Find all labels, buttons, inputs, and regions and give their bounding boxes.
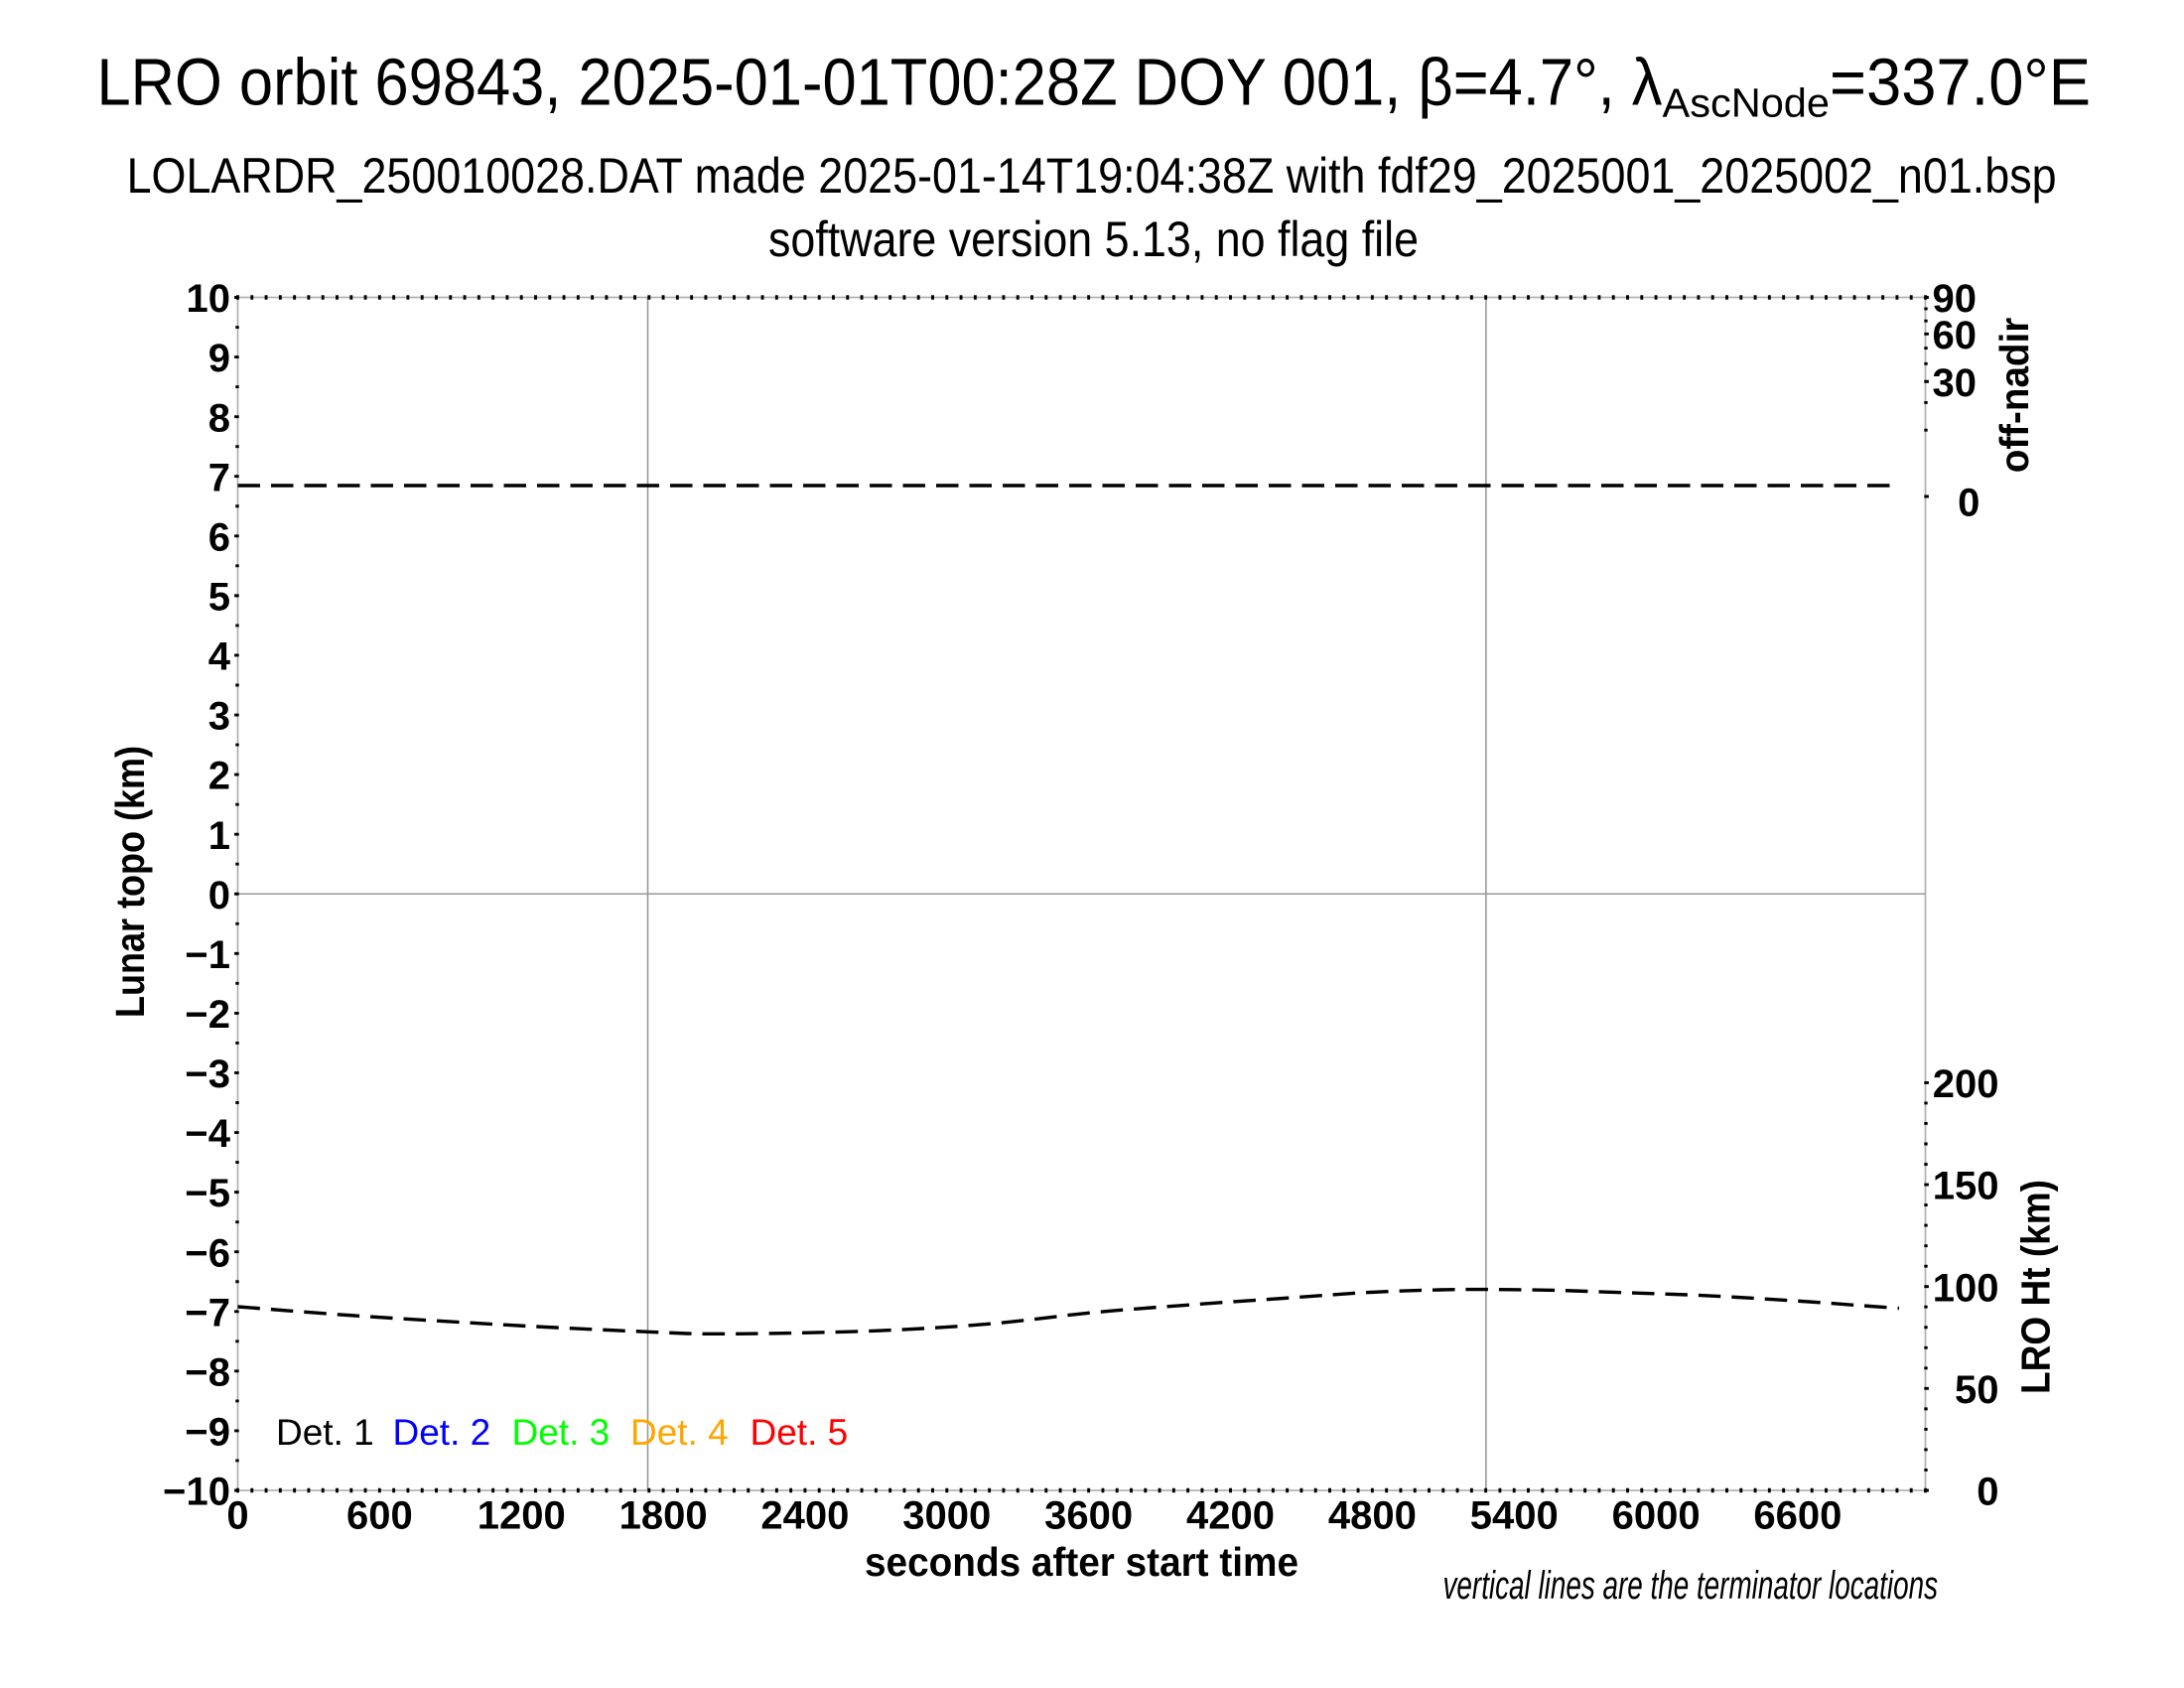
svg-text:Det. 2: Det. 2 — [393, 1412, 491, 1453]
svg-text:0: 0 — [1958, 482, 1979, 525]
svg-text:5400: 5400 — [1470, 1494, 1559, 1538]
svg-text:LRO orbit 69843, 2025-01-01T00: LRO orbit 69843, 2025-01-01T00:28Z DOY 0… — [97, 46, 1663, 120]
svg-text:−10: −10 — [163, 1471, 230, 1514]
svg-text:100: 100 — [1933, 1266, 1999, 1310]
svg-text:2400: 2400 — [760, 1494, 849, 1538]
svg-text:50: 50 — [1955, 1368, 1999, 1412]
svg-text:−3: −3 — [185, 1053, 230, 1096]
svg-text:150: 150 — [1933, 1165, 1999, 1208]
svg-text:200: 200 — [1933, 1062, 1999, 1106]
svg-text:3000: 3000 — [902, 1494, 991, 1538]
svg-text:90: 90 — [1933, 277, 1978, 321]
svg-text:−7: −7 — [185, 1291, 230, 1335]
svg-text:6: 6 — [208, 515, 230, 559]
svg-text:3600: 3600 — [1044, 1494, 1133, 1538]
svg-text:−4: −4 — [185, 1112, 230, 1156]
svg-text:AscNode: AscNode — [1663, 80, 1831, 126]
svg-text:10: 10 — [187, 277, 231, 321]
svg-text:−8: −8 — [185, 1350, 230, 1394]
svg-text:−2: −2 — [185, 993, 230, 1037]
svg-text:9: 9 — [208, 337, 230, 380]
svg-text:Det. 1: Det. 1 — [276, 1412, 374, 1453]
svg-text:4800: 4800 — [1328, 1494, 1417, 1538]
svg-text:Lunar topo (km): Lunar topo (km) — [107, 746, 153, 1018]
svg-text:Det. 3: Det. 3 — [512, 1412, 611, 1453]
svg-text:6000: 6000 — [1612, 1494, 1701, 1538]
svg-text:seconds after start time: seconds after start time — [865, 1539, 1298, 1585]
svg-text:5: 5 — [208, 575, 230, 619]
svg-text:Det. 5: Det. 5 — [751, 1412, 849, 1453]
svg-text:LOLARDR_250010028.DAT made 202: LOLARDR_250010028.DAT made 2025-01-14T19… — [127, 148, 2057, 204]
svg-text:software version 5.13, no flag: software version 5.13, no flag file — [768, 211, 1419, 267]
svg-text:Det. 4: Det. 4 — [630, 1412, 729, 1453]
svg-text:4200: 4200 — [1186, 1494, 1275, 1538]
svg-text:LRO Ht (km): LRO Ht (km) — [2013, 1180, 2059, 1394]
svg-text:vertical lines are the termina: vertical lines are the terminator locati… — [1443, 1564, 1939, 1608]
svg-text:1800: 1800 — [619, 1494, 708, 1538]
svg-text:6600: 6600 — [1753, 1494, 1842, 1538]
svg-text:7: 7 — [208, 456, 230, 499]
svg-text:−1: −1 — [185, 933, 230, 977]
svg-text:0: 0 — [226, 1494, 248, 1538]
svg-text:−9: −9 — [185, 1411, 230, 1455]
svg-text:30: 30 — [1933, 361, 1978, 405]
svg-text:4: 4 — [208, 635, 231, 679]
svg-text:0: 0 — [1977, 1471, 1998, 1514]
svg-text:=337.0°E: =337.0°E — [1830, 46, 2091, 120]
svg-text:−5: −5 — [185, 1172, 230, 1215]
svg-text:60: 60 — [1933, 314, 1978, 357]
svg-text:−6: −6 — [185, 1231, 230, 1275]
svg-text:0: 0 — [208, 874, 230, 917]
svg-text:3: 3 — [208, 695, 230, 739]
svg-text:1: 1 — [208, 814, 230, 858]
svg-text:2: 2 — [208, 755, 230, 798]
svg-text:1200: 1200 — [478, 1494, 566, 1538]
svg-text:8: 8 — [208, 396, 230, 440]
svg-text:off-nadir: off-nadir — [1991, 318, 2037, 474]
svg-text:600: 600 — [346, 1494, 413, 1538]
